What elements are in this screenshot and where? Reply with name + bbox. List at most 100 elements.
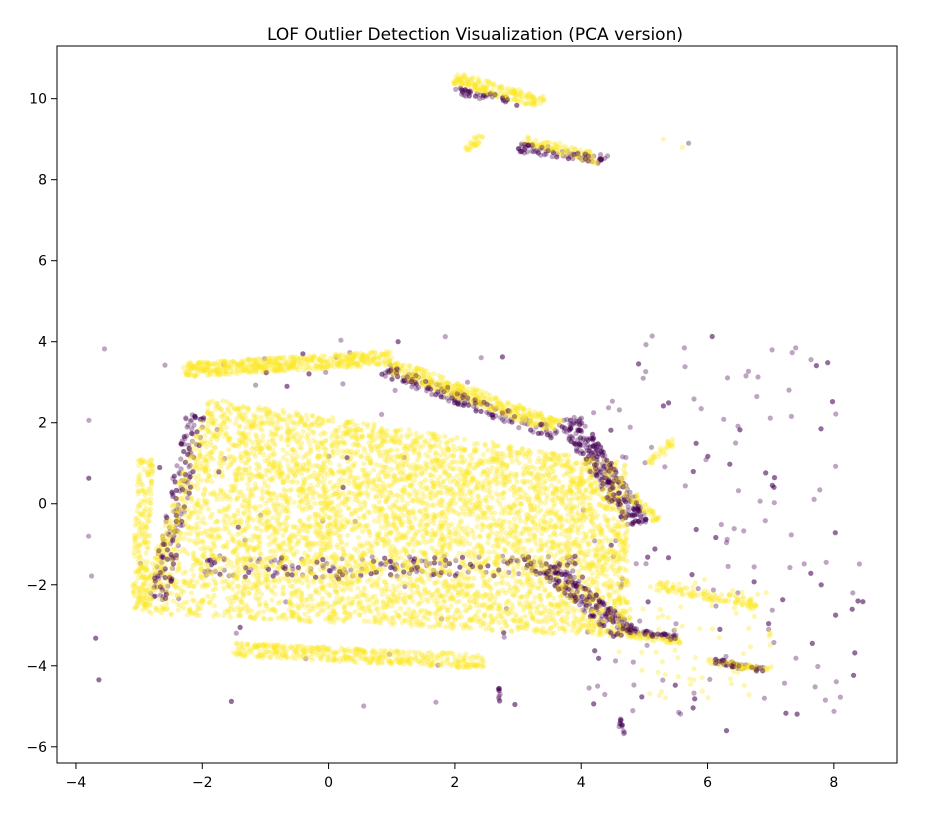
outlier-point bbox=[452, 400, 458, 406]
outlier-point bbox=[602, 468, 608, 474]
inlier-point bbox=[606, 592, 613, 599]
outlier-point bbox=[493, 405, 499, 411]
inlier-point bbox=[356, 534, 362, 541]
outlier-point bbox=[175, 543, 181, 549]
outlier-point bbox=[609, 483, 615, 489]
outlier-point bbox=[618, 514, 624, 520]
inlier-point bbox=[221, 612, 227, 619]
inlier-point bbox=[386, 520, 392, 527]
inlier-point bbox=[404, 453, 410, 459]
outlier-point bbox=[757, 498, 763, 504]
outlier-point bbox=[605, 469, 611, 475]
outlier-point bbox=[453, 86, 459, 92]
outlier-point bbox=[490, 415, 496, 421]
outlier-point bbox=[190, 454, 196, 460]
outlier-point bbox=[520, 416, 526, 422]
outlier-point bbox=[152, 593, 158, 599]
outlier-point bbox=[591, 444, 597, 450]
inlier-point bbox=[245, 506, 251, 512]
outlier-point bbox=[393, 367, 399, 373]
inlier-point bbox=[291, 426, 297, 432]
outlier-point bbox=[643, 517, 649, 523]
outlier-point bbox=[604, 457, 610, 463]
outlier-point bbox=[200, 417, 206, 423]
outlier-point bbox=[395, 366, 402, 372]
outlier-point bbox=[572, 441, 578, 447]
inlier-point bbox=[423, 451, 429, 457]
outlier-point bbox=[179, 478, 185, 484]
outlier-point bbox=[461, 392, 467, 398]
inlier-point bbox=[474, 524, 480, 530]
inlier-point bbox=[467, 604, 473, 611]
inlier-point bbox=[614, 582, 621, 588]
inlier-point bbox=[462, 457, 468, 463]
outlier-point bbox=[639, 518, 645, 525]
outlier-point bbox=[616, 490, 623, 496]
inlier-point bbox=[241, 498, 247, 504]
chart-title: LOF Outlier Detection Visualization (PCA… bbox=[267, 25, 683, 45]
outlier-point bbox=[580, 437, 586, 443]
outlier-point bbox=[493, 413, 499, 419]
outlier-point bbox=[544, 422, 550, 428]
inlier-point bbox=[406, 427, 412, 433]
outlier-point bbox=[543, 427, 549, 433]
outlier-point bbox=[570, 421, 576, 427]
inlier-point bbox=[230, 586, 236, 592]
outlier-point bbox=[160, 554, 166, 561]
outlier-point bbox=[188, 417, 195, 423]
outlier-point bbox=[409, 384, 415, 390]
outlier-point bbox=[185, 495, 191, 501]
outlier-point bbox=[388, 368, 394, 374]
outlier-point bbox=[442, 334, 448, 340]
inlier-point bbox=[473, 602, 479, 609]
outlier-point bbox=[788, 532, 794, 538]
outlier-point bbox=[681, 345, 688, 351]
outlier-point bbox=[161, 538, 167, 544]
outlier-point bbox=[580, 442, 586, 448]
outlier-point bbox=[592, 463, 598, 469]
outlier-point bbox=[610, 485, 616, 491]
outlier-point bbox=[471, 403, 477, 409]
outlier-point bbox=[167, 528, 173, 534]
inlier-point bbox=[220, 517, 226, 524]
inlier-point bbox=[488, 612, 494, 618]
outlier-point bbox=[623, 454, 629, 461]
outlier-point bbox=[698, 406, 704, 412]
outlier-point bbox=[554, 429, 560, 435]
inlier-point bbox=[374, 443, 380, 449]
outlier-point bbox=[562, 425, 568, 431]
inlier-point bbox=[234, 531, 240, 538]
outlier-point bbox=[593, 465, 599, 471]
outlier-point bbox=[522, 420, 528, 426]
outlier-point bbox=[178, 441, 185, 447]
outlier-point bbox=[459, 392, 465, 399]
inlier-point bbox=[536, 455, 542, 462]
inlier-point bbox=[527, 485, 533, 491]
inlier-point bbox=[285, 463, 291, 469]
outlier-point bbox=[822, 697, 829, 703]
outlier-point bbox=[460, 394, 466, 400]
outlier-point bbox=[159, 552, 166, 559]
outlier-point bbox=[402, 377, 408, 383]
outlier-point bbox=[160, 541, 166, 547]
outlier-point bbox=[175, 502, 181, 508]
inlier-point bbox=[570, 623, 576, 629]
outlier-point bbox=[439, 386, 445, 392]
inlier-point bbox=[239, 606, 245, 612]
outlier-point bbox=[781, 680, 788, 686]
inlier-point bbox=[257, 503, 263, 509]
inlier-point bbox=[173, 547, 179, 553]
outlier-point bbox=[628, 512, 635, 518]
outlier-point bbox=[525, 421, 531, 427]
inlier-point bbox=[325, 573, 331, 579]
outlier-point bbox=[611, 474, 617, 480]
outlier-point bbox=[160, 568, 166, 574]
outlier-point bbox=[682, 483, 688, 489]
inlier-point bbox=[251, 556, 257, 562]
outlier-point bbox=[465, 399, 471, 405]
outlier-point bbox=[503, 409, 509, 415]
inlier-point bbox=[446, 532, 452, 538]
outlier-point bbox=[611, 496, 617, 502]
outlier-point bbox=[570, 435, 576, 441]
outlier-point bbox=[159, 586, 165, 592]
